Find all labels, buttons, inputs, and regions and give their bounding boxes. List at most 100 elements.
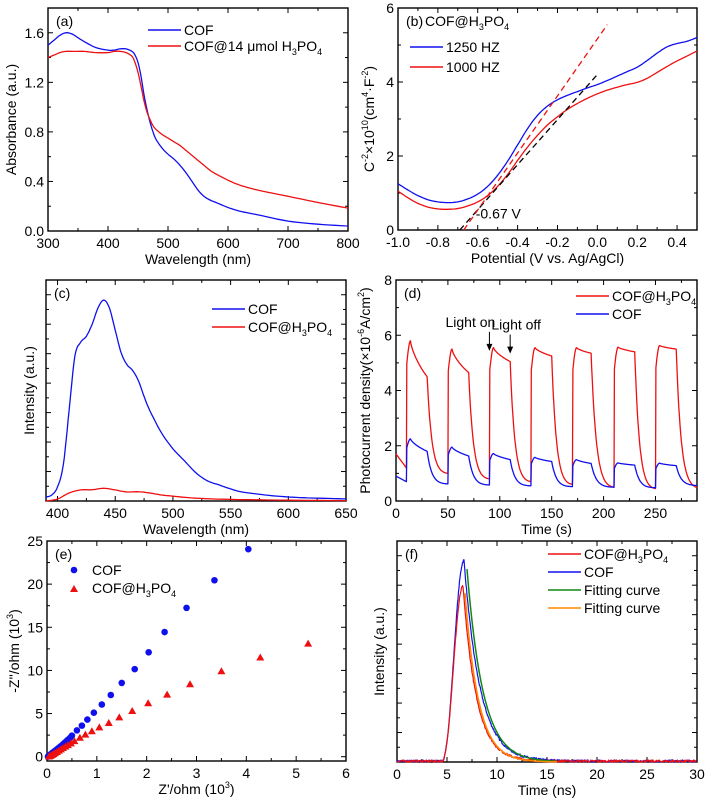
panel-c-photoluminescence: 400 450 500 550 600 650 Wavelength (nm) Intensi… [21, 279, 358, 537]
data-point-cof [183, 604, 190, 612]
data-point-cof [245, 545, 252, 553]
series-line-cof-h3po4 [45, 487, 346, 502]
panel-b-mott-schottky: -1.0 -0.8 -0.6 -0.4 -0.2 0.0 0.2 0.4 0 2 4 6 Potenti… [360, 0, 698, 266]
data-point-cof [107, 691, 115, 699]
panel-label: (a) [56, 13, 73, 29]
legend-label-cof: COF [92, 562, 122, 578]
legend-marker-cof [70, 566, 78, 574]
x-tick-label: 200 [592, 505, 616, 521]
annotation-arrow-head [507, 346, 514, 354]
y-axis-label: Absorbance (a.u.) [3, 64, 19, 175]
plot-frame [395, 279, 698, 502]
y-tick-label: 5 [35, 706, 43, 722]
x-axis-label: Potential (V vs. Ag/AgCl) [471, 250, 624, 266]
x-tick-label: 1 [93, 765, 101, 781]
x-axis-label: Wavelength (nm) [145, 251, 251, 267]
annotation-flatband: -0.67 V [476, 205, 522, 221]
x-tick-label: -0.8 [426, 234, 450, 250]
y-axis-label: Intensity (a.u.) [371, 607, 387, 696]
panel-e-nyquist: 0 1 2 3 4 5 6 0 5 10 15 20 25 Z'/ohm (103​) -Z''/ohm (… [5, 533, 350, 797]
x-tick-label: 500 [161, 505, 185, 521]
data-point-cof-h3po4 [217, 667, 226, 675]
data-point-cof [118, 679, 126, 687]
legend-marker-cof-h3po4 [70, 585, 78, 592]
legend-label-cof: COF [584, 564, 614, 580]
x-tick-label: 50 [440, 505, 456, 521]
data-point-cof-h3po4 [81, 730, 90, 738]
x-tick-label: 100 [488, 505, 512, 521]
y-tick-label: 0.0 [25, 223, 45, 239]
legend-label-cof-h3po4: COF@14 μmol H3​PO4​ [184, 38, 322, 57]
panel-label: (b) [406, 13, 423, 29]
y-tick-label: 20 [27, 576, 43, 592]
annotation-arrow-head [486, 343, 493, 351]
legend-label-fit-cof: Fitting curve [584, 582, 660, 598]
legend-label-1250hz: 1250 HZ [446, 39, 500, 55]
y-tick-label: 8 [384, 272, 392, 288]
x-tick-label: -0.6 [466, 234, 490, 250]
x-tick-label: 600 [277, 505, 301, 521]
x-axis-label: Time (s) [521, 521, 572, 537]
data-point-cof-h3po4 [163, 690, 172, 698]
legend-label-cof: COF [248, 301, 278, 317]
panel-d-photocurrent: 0 50 100 150 200 250 0 2 4 6 8 Time (s) Photocurrent… [356, 272, 698, 537]
y-tick-label: 15 [27, 619, 43, 635]
fitting-curve-cof [466, 569, 557, 763]
series-line-1250-hz [397, 36, 698, 204]
data-point-cof [90, 709, 98, 716]
series-line-1000-hz [397, 50, 698, 210]
y-axis-label: C-2​×1010​(cm4​·F-2​) [360, 66, 377, 172]
x-tick-label: 30 [689, 766, 705, 782]
x-axis-label: Wavelength (nm) [143, 521, 249, 537]
x-tick-label: 400 [46, 505, 70, 521]
y-tick-label: 6 [386, 0, 394, 16]
legend-label-cof: COF [612, 306, 642, 322]
legend-label-cof-h3po4: COF@H3​PO4​ [92, 580, 176, 599]
y-tick-label: 1.6 [25, 25, 45, 41]
x-tick-label: 450 [104, 505, 128, 521]
x-tick-label: 0 [392, 505, 400, 521]
y-tick-label: 0.8 [25, 124, 45, 140]
x-tick-label: 10 [489, 766, 505, 782]
x-tick-label: 5 [443, 766, 451, 782]
y-tick-label: 4 [386, 74, 394, 90]
x-tick-label: -0.2 [545, 234, 569, 250]
data-point-cof-h3po4 [128, 706, 137, 714]
x-tick-label: -0.4 [506, 234, 530, 250]
y-tick-label: 4 [384, 383, 392, 399]
x-tick-label: 0 [393, 766, 401, 782]
series-line-cof [395, 438, 698, 489]
y-tick-label: 0 [384, 493, 392, 509]
legend-label-fit-cof-h3po4: Fitting curve [584, 600, 660, 616]
data-point-cof [84, 716, 91, 723]
series-line-cof-h3po4 [395, 340, 698, 490]
tangent-dashed-line [463, 24, 608, 231]
legend-label-cof-h3po4: COF@H3​PO4​ [584, 546, 668, 565]
series-line-cof [45, 299, 347, 500]
data-point-cof [68, 732, 76, 739]
data-point-cof-h3po4 [115, 713, 124, 721]
panel-f-trpl: 0 5 10 15 20 25 30 Time (ns) Intensity (a.u.) (f)… [371, 540, 705, 798]
y-tick-label: 1.2 [25, 74, 45, 90]
x-tick-label: 300 [36, 235, 60, 251]
y-tick-label: 2 [384, 438, 392, 454]
panel-label: (d) [404, 285, 421, 301]
data-point-cof-h3po4 [256, 653, 265, 661]
x-tick-label: 20 [589, 766, 605, 782]
x-tick-label: 600 [216, 235, 240, 251]
data-point-cof [211, 576, 218, 584]
data-point-cof-h3po4 [95, 723, 104, 731]
data-point-cof [78, 722, 86, 729]
x-tick-label: 0.4 [667, 234, 687, 250]
y-tick-label: 10 [27, 662, 43, 678]
x-tick-label: 500 [156, 235, 180, 251]
x-axis-label: Z'/ohm (103​) [158, 780, 234, 797]
series-line-cof [47, 32, 349, 227]
y-axis-label: Photocurrent density(×10-6​A/cm2​) [356, 287, 373, 493]
x-tick-label: 550 [219, 505, 243, 521]
data-point-cof-h3po4 [104, 719, 113, 727]
plot-frame [396, 540, 698, 763]
plot-frame [397, 7, 698, 231]
x-tick-label: -1.0 [386, 234, 410, 250]
data-point-cof [145, 648, 152, 656]
